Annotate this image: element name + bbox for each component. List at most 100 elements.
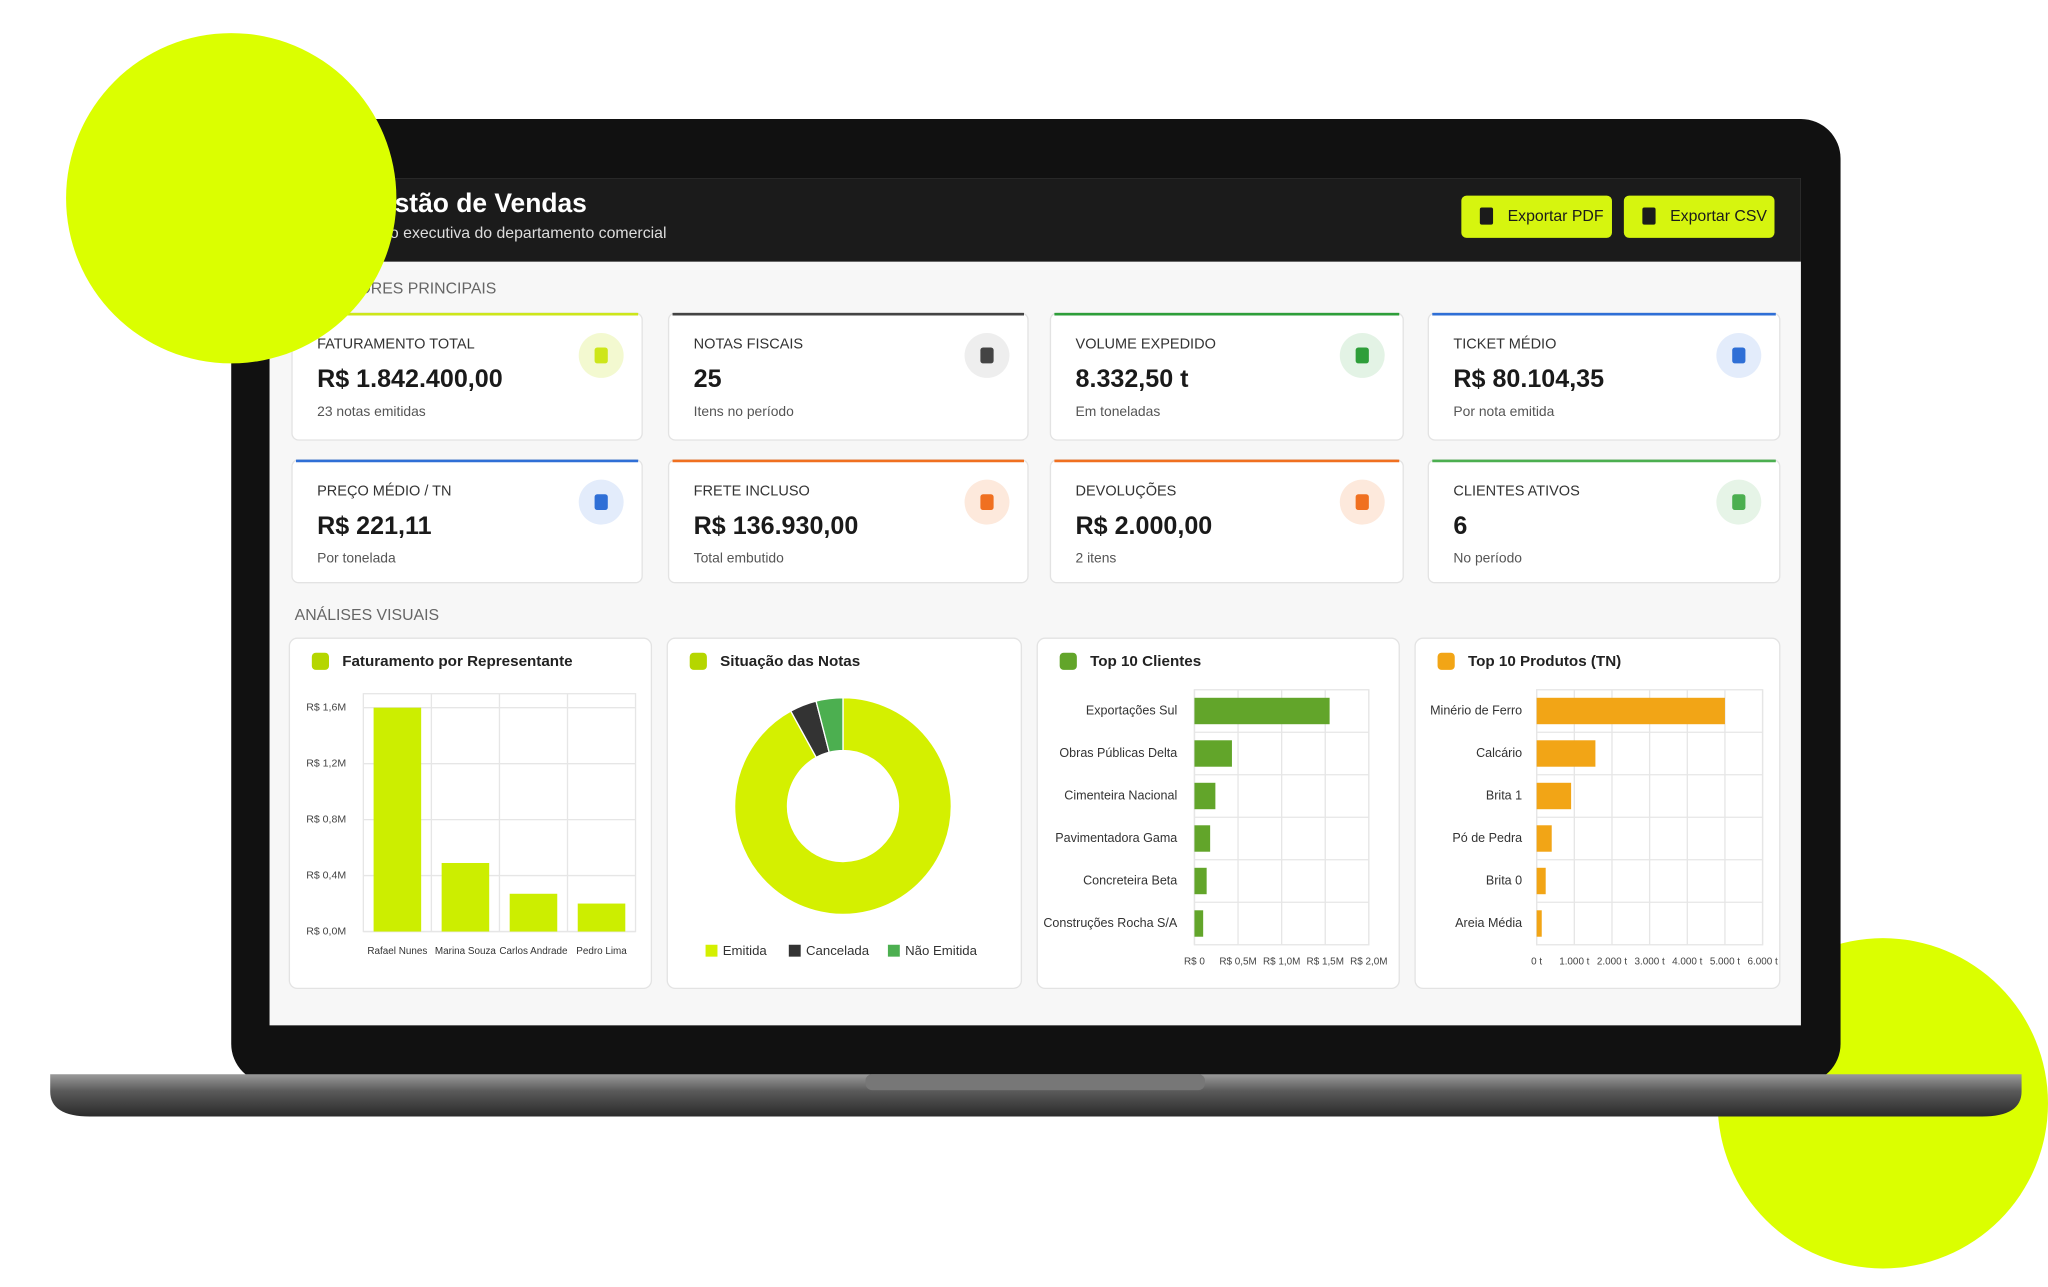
- chart-title: Top 10 Clientes: [1090, 653, 1201, 670]
- kpi-icon: [1355, 494, 1369, 511]
- bar: [509, 893, 558, 932]
- kpi-icon: [980, 494, 994, 511]
- kpi-sub: 2 itens: [1076, 550, 1117, 566]
- x-tick-label: 0 t: [1531, 957, 1542, 968]
- app-subtitle: Visão executiva do departamento comercia…: [359, 225, 666, 242]
- y-tick-label: Obras Públicas Delta: [1059, 746, 1177, 760]
- kpi-label: TICKET MÉDIO: [1453, 336, 1556, 353]
- bar: [1536, 910, 1542, 937]
- bar: [1536, 697, 1725, 725]
- kpi-value: R$ 2.000,00: [1076, 512, 1213, 540]
- chart-card: [1414, 637, 1781, 990]
- laptop-notch: [865, 1074, 1206, 1091]
- bar: [1194, 867, 1207, 895]
- kpi-label: DEVOLUÇÕES: [1076, 482, 1177, 499]
- kpi-sub: Em toneladas: [1076, 403, 1161, 419]
- chart-icon: [1059, 652, 1077, 670]
- kpi-icon: [594, 494, 608, 511]
- kpi-label: FRETE INCLUSO: [694, 483, 810, 499]
- x-tick-label: Marina Souza: [435, 946, 497, 957]
- chart-title: Faturamento por Representante: [342, 653, 572, 670]
- chart-icon: [311, 652, 330, 670]
- bar: [1194, 825, 1211, 852]
- donut-slice: [734, 697, 952, 915]
- y-tick-label: R$ 1,2M: [306, 757, 346, 769]
- x-tick-label: R$ 0,5M: [1219, 957, 1256, 968]
- section-title: ANÁLISES VISUAIS: [295, 605, 439, 624]
- legend-label: Emitida: [723, 943, 768, 958]
- bar: [1194, 782, 1216, 810]
- y-tick-label: Exportações Sul: [1086, 703, 1177, 717]
- x-tick-label: Rafael Nunes: [367, 946, 427, 957]
- y-tick-label: Areia Média: [1455, 916, 1522, 930]
- x-tick-label: 6.000 t: [1747, 957, 1777, 968]
- x-tick-label: R$ 1,5M: [1307, 957, 1344, 968]
- kpi-value: 8.332,50 t: [1076, 365, 1190, 393]
- export-button[interactable]: [1623, 195, 1775, 238]
- kpi-label: CLIENTES ATIVOS: [1453, 483, 1580, 499]
- bar: [1536, 740, 1596, 767]
- y-tick-label: R$ 0,8M: [306, 813, 346, 825]
- y-tick-label: R$ 0,4M: [306, 869, 346, 881]
- kpi-sub: Por nota emitida: [1453, 403, 1554, 419]
- bar: [1194, 910, 1204, 937]
- kpi-label: FATURAMENTO TOTAL: [317, 337, 475, 353]
- chart-icon: [689, 652, 707, 670]
- kpi-icon: [1732, 347, 1746, 364]
- kpi-card: [667, 312, 1029, 441]
- chart-title: Top 10 Produtos (TN): [1468, 653, 1621, 670]
- app-title: Gestão de Vendas: [359, 188, 586, 218]
- bar: [1194, 740, 1232, 767]
- x-tick-label: R$ 1,0M: [1263, 957, 1300, 968]
- kpi-value: R$ 80.104,35: [1453, 365, 1604, 393]
- legend-swatch: [788, 944, 801, 957]
- y-tick-label: Minério de Ferro: [1430, 703, 1522, 717]
- x-tick-label: 5.000 t: [1710, 957, 1740, 968]
- content: Exportar PDF Exportar CSV FATURAMENTO TOTA…: [288, 195, 1781, 990]
- kpi-label: VOLUME EXPEDIDO: [1076, 337, 1216, 353]
- kpi-label: NOTAS FISCAIS: [694, 337, 804, 353]
- bar: [1536, 825, 1552, 852]
- chart-icon: [1437, 652, 1455, 670]
- kpi-sub: Total embutido: [694, 550, 784, 566]
- kpi-sub: No período: [1453, 550, 1522, 566]
- y-tick-label: Pó de Pedra: [1452, 831, 1522, 845]
- bar: [373, 707, 422, 932]
- button-label[interactable]: Exportar CSV: [1670, 208, 1767, 225]
- bar: [577, 903, 626, 932]
- y-tick-label: Brita 0: [1486, 873, 1522, 887]
- laptop-base: [50, 1074, 2022, 1117]
- chart-card: [666, 637, 1023, 990]
- button-icon: [1642, 207, 1656, 225]
- kpi-icon: [1732, 494, 1746, 511]
- donut-slice: [815, 697, 844, 754]
- chart-card: [1036, 637, 1400, 990]
- y-tick-label: Construções Rocha S/A: [1043, 916, 1178, 930]
- y-tick-label: Cimenteira Nacional: [1064, 788, 1177, 802]
- chart-title: Situação das Notas: [720, 653, 860, 670]
- button-label[interactable]: Exportar PDF: [1508, 208, 1604, 225]
- y-tick-label: R$ 0,0M: [306, 925, 346, 937]
- x-tick-label: 1.000 t: [1559, 957, 1589, 968]
- y-tick-label: R$ 1,6M: [306, 701, 346, 713]
- kpi-icon: [1355, 347, 1369, 364]
- kpi-value: R$ 221,11: [317, 512, 431, 540]
- bar: [1536, 782, 1572, 810]
- export-button[interactable]: [1461, 195, 1612, 238]
- kpi-value: R$ 1.842.400,00: [317, 365, 503, 393]
- legend-swatch: [705, 944, 718, 957]
- x-tick-label: 3.000 t: [1635, 957, 1665, 968]
- kpi-sub: Por tonelada: [317, 550, 396, 566]
- x-tick-label: R$ 0: [1184, 957, 1205, 968]
- legend-swatch: [887, 944, 900, 957]
- x-tick-label: Pedro Lima: [576, 946, 627, 957]
- bar: [1194, 697, 1330, 725]
- y-tick-label: Brita 1: [1486, 788, 1522, 802]
- y-tick-label: Calcário: [1476, 746, 1522, 760]
- legend-label: Cancelada: [806, 943, 870, 958]
- decor-circle: [66, 33, 397, 364]
- legend-label: Não Emitida: [905, 943, 978, 958]
- x-tick-label: R$ 2,0M: [1350, 957, 1387, 968]
